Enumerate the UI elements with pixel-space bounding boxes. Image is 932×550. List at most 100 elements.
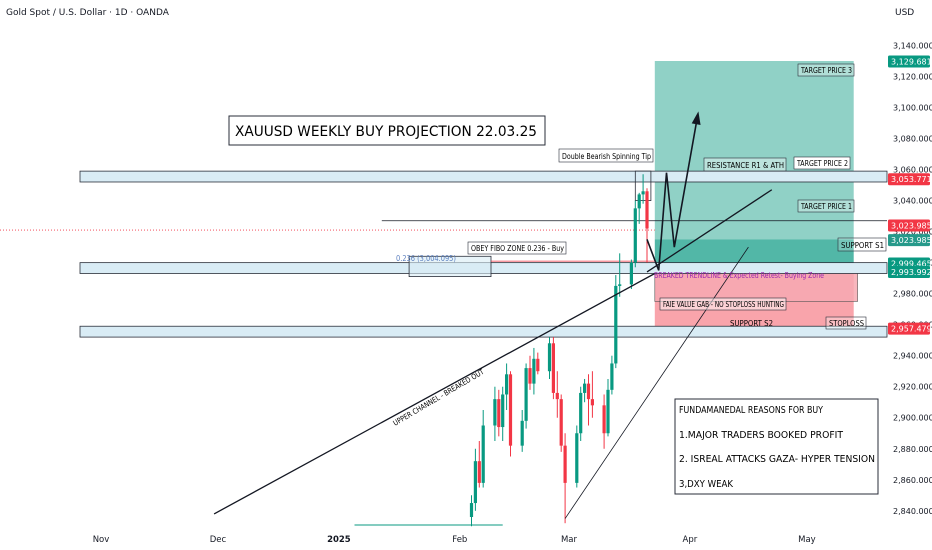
price-tag-label: 2,999.465 [891,259,932,268]
candle-body[interactable] [493,399,497,426]
price-tag [888,265,930,278]
time-tick-label: Apr [683,535,698,545]
price-tick-label: 2,840.000 [893,507,932,516]
price-tick-label: 2,860.000 [893,476,932,485]
support-s1-box [837,237,887,252]
stoploss-label-box [825,316,867,330]
price-tick-label: 3,100.000 [893,104,932,113]
candle-body[interactable] [629,262,633,285]
time-tick-label: Dec [210,535,227,545]
price-tag-label: 3,053.771 [891,175,932,184]
candle-body[interactable] [618,284,622,286]
resistance-band[interactable] [79,170,888,183]
support-s1-label: SUPPORT S1 [841,241,884,250]
time-tick-label: Nov [93,535,110,545]
fibo-level-label: 0.236 (3,004.095) [396,254,456,263]
price-tag-label: 2,993.992 [891,268,932,277]
time-tick-label: May [798,535,816,545]
target-zone[interactable] [654,61,854,240]
candle-body[interactable] [508,374,513,446]
candle-body[interactable] [586,383,591,400]
trendline-line[interactable] [646,189,773,273]
time-axis[interactable]: Nov Dec 2025 Feb Mar Apr May [93,535,816,545]
candle-body[interactable] [524,368,528,421]
chart-title: Gold Spot / U.S. Dollar · 1D · OANDA [6,8,170,18]
candle-body[interactable] [473,461,477,504]
support-band[interactable] [79,325,888,338]
candle-body[interactable] [590,399,594,406]
time-tick-label: Mar [561,535,578,545]
price-tick-label: 2,880.000 [893,445,932,454]
price-tick-label: 2,940.000 [893,352,932,361]
support-s2-label: SUPPORT S2 [730,319,773,328]
upper-channel-line[interactable] [213,272,656,515]
fundamentals-reason-2: 2. ISREAL ATTACKS GAZA- HYPER TENSION [679,454,875,465]
price-tick-label: 3,080.000 [893,135,932,144]
candle-body[interactable] [469,503,474,518]
candle-body[interactable] [477,461,481,483]
candle-body[interactable] [547,343,552,372]
candles-layer [469,174,649,527]
candle-body[interactable] [614,285,618,364]
candle-body[interactable] [575,433,579,483]
candle-body[interactable] [520,420,524,446]
price-tag-label: 3,023.985 [891,236,932,245]
candle-body[interactable] [602,405,606,434]
target2-label: TARGET PRICE 2 [796,159,848,168]
price-tags: 3,129.681 3,053.771 3,023.985 3,023.985 2,99… [888,55,932,335]
candle-body[interactable] [583,383,587,393]
candle-body[interactable] [532,358,536,384]
candle-body[interactable] [555,392,559,400]
time-tick-label: Feb [452,535,467,545]
target3-label-box [797,63,855,77]
main-title: XAUUSD WEEKLY BUY PROJECTION 22.03.25 [235,124,537,140]
fvg-label-box [659,297,787,311]
double-bearish-label: Double Bearish Spinning Tip [562,152,651,161]
price-tick-label: 3,020.000 [893,228,932,237]
price-tick-label: 3,040.000 [893,197,932,206]
target2-label-box [793,156,851,170]
resistance-label-box [703,157,787,172]
price-tick-label: 3,060.000 [893,166,932,175]
lower-trendline-line[interactable] [564,246,749,519]
candle-body[interactable] [551,343,555,393]
price-tick-label: 2,900.000 [893,414,932,423]
candle-body[interactable] [505,374,509,395]
fibo-level-box[interactable] [408,255,492,277]
price-tick-label: 2,980.000 [893,290,932,299]
fvg-label: FAIE VALUE GAB - NO STOPLOSS HUNTING [663,300,784,309]
candle-body[interactable] [563,445,567,483]
fundamentals-reason-3: 3,DXY WEAK [679,479,734,490]
candle-body[interactable] [481,425,485,483]
fundamentals-box[interactable] [674,398,879,495]
resistance-label: RESISTANCE R1 & ATH [707,161,784,170]
fibo-zone-label-box [467,241,567,255]
breaked-trendline-label: BREAKED TRENDLINE & Expected Retest- Buy… [654,271,824,280]
price-tag [888,173,930,186]
candle-body[interactable] [528,368,532,384]
fundamentals-reason-1: 1.MAJOR TRADERS BOOKED PROFIT [679,430,843,441]
candle-body[interactable] [579,392,583,434]
price-tag-label: 3,023.985 [891,221,932,230]
candle-body[interactable] [536,358,540,372]
double-bearish-label-box [558,148,654,163]
candle-body[interactable] [633,208,637,263]
candle-body[interactable] [637,194,641,209]
price-tick-label: 3,140.000 [893,42,932,51]
candle-body[interactable] [497,399,501,428]
candle-body[interactable] [606,389,610,434]
fundamentals-title: FUNDAMANEDAL REASONS FOR BUY [679,405,823,416]
projection-path[interactable] [646,115,699,271]
candle-body[interactable] [641,191,645,195]
candle-body[interactable] [559,399,563,446]
fair-value-gap-box[interactable] [654,268,858,302]
candle-body[interactable] [610,363,614,390]
currency-label: USD [895,8,914,18]
candle-body[interactable] [501,394,505,428]
price-tag-label: 2,957.479 [891,325,932,334]
zones-layer [79,61,888,338]
candle-body[interactable] [645,191,649,229]
main-title-box[interactable] [228,115,546,146]
target3-label: TARGET PRICE 3 [800,66,852,75]
